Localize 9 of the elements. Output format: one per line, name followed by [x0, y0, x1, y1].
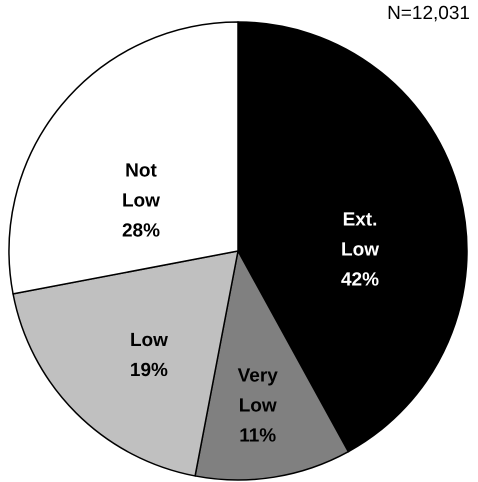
- slice-label: Very Low: [238, 365, 278, 416]
- slice-label: Ext. Low: [340, 210, 380, 261]
- slice-label: Low: [130, 330, 168, 352]
- slice-label: Not Low: [122, 160, 160, 212]
- data-label: 28%: [122, 220, 160, 242]
- data-label: 42%: [340, 270, 380, 291]
- data-label: 19%: [130, 360, 168, 382]
- data-label: 11%: [239, 425, 276, 446]
- text: N=12,031: [387, 3, 470, 24]
